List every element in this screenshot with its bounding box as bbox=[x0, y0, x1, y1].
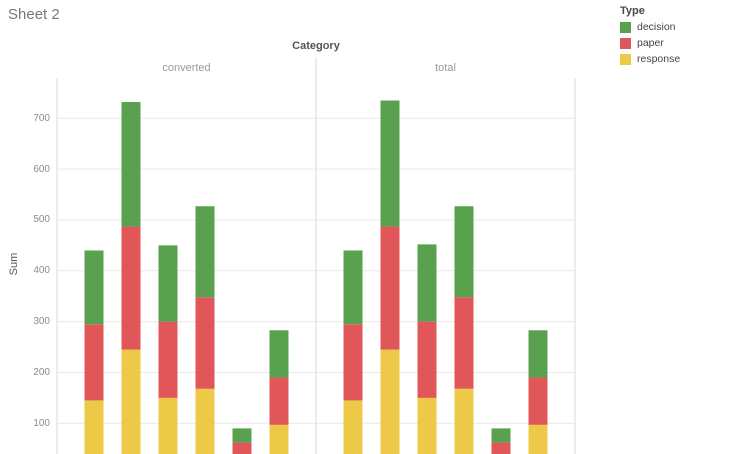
bar-segment-decision[interactable] bbox=[417, 244, 437, 322]
bar-segment-decision[interactable] bbox=[454, 206, 474, 298]
bar-segment-paper[interactable] bbox=[195, 297, 215, 389]
sheet-title: Sheet 2 bbox=[8, 6, 60, 23]
bar-segment-decision[interactable] bbox=[343, 250, 363, 325]
bar-segment-response[interactable] bbox=[158, 397, 178, 454]
panel-label-total: total bbox=[435, 62, 456, 74]
bar-segment-decision[interactable] bbox=[195, 206, 215, 298]
bar-segment-response[interactable] bbox=[417, 397, 437, 454]
bar-segment-paper[interactable] bbox=[528, 377, 548, 425]
bar-segment-paper[interactable] bbox=[454, 297, 474, 389]
y-tick-label: 200 bbox=[33, 366, 50, 378]
legend-label: decision bbox=[637, 21, 676, 33]
category-header: Category bbox=[292, 40, 340, 52]
bar-segment-response[interactable] bbox=[343, 400, 363, 454]
bar-segment-response[interactable] bbox=[84, 400, 104, 454]
bar-segment-paper[interactable] bbox=[84, 324, 104, 401]
legend-swatch-icon bbox=[620, 21, 631, 33]
legend-swatch-icon bbox=[620, 53, 631, 65]
bar-segment-paper[interactable] bbox=[343, 324, 363, 401]
bar-segment-response[interactable] bbox=[380, 349, 400, 454]
legend-label: response bbox=[637, 53, 681, 65]
bar-segment-decision[interactable] bbox=[121, 102, 141, 227]
bar-segment-response[interactable] bbox=[195, 388, 215, 454]
bar-segment-paper[interactable] bbox=[380, 226, 400, 350]
bar-segment-paper[interactable] bbox=[491, 442, 511, 454]
bar-segment-decision[interactable] bbox=[491, 428, 511, 443]
legend-item-decision[interactable]: decision bbox=[620, 21, 680, 33]
bar-segment-decision[interactable] bbox=[232, 428, 252, 443]
legend-item-response[interactable]: response bbox=[620, 53, 680, 65]
y-tick-label: 100 bbox=[33, 417, 50, 429]
bar-segment-paper[interactable] bbox=[121, 226, 141, 350]
bar-segment-paper[interactable] bbox=[232, 442, 252, 454]
bar-segment-response[interactable] bbox=[528, 424, 548, 454]
bar-segment-response[interactable] bbox=[454, 388, 474, 454]
bar-segment-decision[interactable] bbox=[380, 100, 400, 227]
legend-title: Type bbox=[620, 5, 645, 17]
bar-segment-decision[interactable] bbox=[84, 250, 104, 325]
legend-label: paper bbox=[637, 37, 664, 49]
bar-segment-paper[interactable] bbox=[417, 321, 437, 398]
legend: Type decision paper response bbox=[620, 5, 680, 69]
y-tick-label: 300 bbox=[33, 316, 50, 328]
bar-segment-response[interactable] bbox=[269, 424, 289, 454]
legend-swatch-icon bbox=[620, 37, 631, 49]
bar-segment-decision[interactable] bbox=[269, 330, 289, 378]
bar-segment-response[interactable] bbox=[121, 349, 141, 454]
y-tick-label: 500 bbox=[33, 214, 50, 226]
legend-item-paper[interactable]: paper bbox=[620, 37, 680, 49]
y-tick-label: 600 bbox=[33, 163, 50, 175]
bar-segment-paper[interactable] bbox=[269, 377, 289, 425]
panel-label-converted: converted bbox=[162, 62, 211, 74]
bar-segment-decision[interactable] bbox=[528, 330, 548, 378]
y-axis-title: Sum bbox=[8, 252, 20, 276]
y-tick-label: 400 bbox=[33, 265, 50, 277]
y-tick-label: 700 bbox=[33, 112, 50, 124]
bar-segment-decision[interactable] bbox=[158, 245, 178, 322]
bar-segment-paper[interactable] bbox=[158, 321, 178, 398]
